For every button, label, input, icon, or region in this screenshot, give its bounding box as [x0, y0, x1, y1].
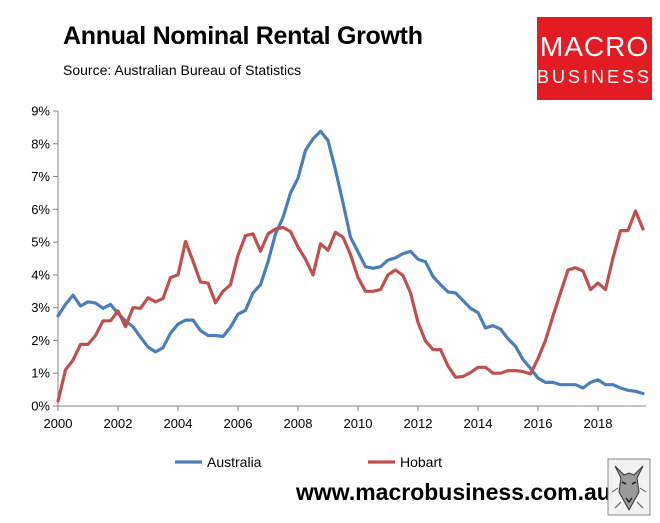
y-tick-label: 2%: [31, 333, 50, 348]
x-tick-label: 2002: [104, 416, 133, 431]
x-tick-label: 2004: [164, 416, 193, 431]
wolf-icon: [607, 458, 651, 516]
x-tick-label: 2016: [524, 416, 553, 431]
footer-url[interactable]: www.macrobusiness.com.au: [296, 479, 611, 505]
y-tick-label: 3%: [31, 300, 50, 315]
y-tick-label: 7%: [31, 169, 50, 184]
y-tick-label: 5%: [31, 235, 50, 250]
series-line-australia: [56, 129, 645, 396]
series-line-hobart: [56, 209, 645, 403]
y-tick-label: 1%: [31, 366, 50, 381]
chart-title: Annual Nominal Rental Growth: [63, 22, 423, 50]
x-tick-label: 2014: [464, 416, 493, 431]
x-tick-label: 2000: [44, 416, 73, 431]
y-tick-label: 9%: [31, 104, 50, 119]
x-tick-label: 2012: [404, 416, 433, 431]
x-tick-label: 2018: [584, 416, 613, 431]
chart-legend: Australia Hobart: [175, 454, 442, 470]
legend-label-australia: Australia: [207, 454, 262, 470]
legend-label-hobart: Hobart: [400, 454, 442, 470]
logo-line-2: BUSINESS: [537, 67, 653, 87]
x-tick-label: 2010: [344, 416, 373, 431]
y-tick-label: 8%: [31, 136, 50, 151]
x-tick-label: 2008: [284, 416, 313, 431]
chart-axes: 0% 1% 2% 3% 4% 5% 6% 7% 8% 9% 2000 2002 2004 2006 2008…: [31, 104, 646, 431]
x-tick-label: 2006: [224, 416, 253, 431]
series-layer: [56, 129, 645, 403]
logo-line-1: MACRO: [539, 31, 650, 62]
y-tick-label: 6%: [31, 202, 50, 217]
y-tick-label: 4%: [31, 267, 50, 282]
chart-subtitle: Source: Australian Bureau of Statistics: [63, 62, 302, 78]
y-tick-label: 0%: [31, 399, 50, 414]
macro-business-logo[interactable]: MACRO BUSINESS: [537, 17, 652, 100]
